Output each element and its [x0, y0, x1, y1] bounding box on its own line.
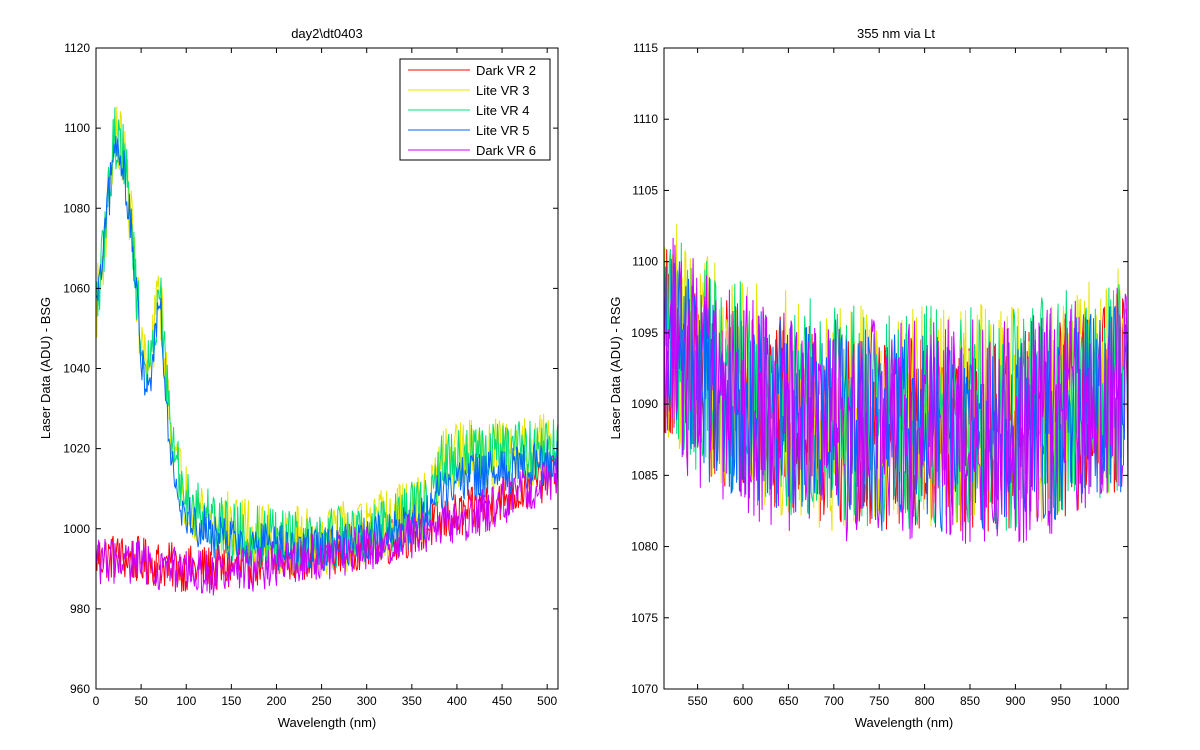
x-tick-label: 350: [402, 694, 422, 708]
legend-entry: Dark VR 6: [476, 143, 536, 158]
left-x-axis-label: Wavelength (nm): [278, 715, 377, 730]
legend-entry: Dark VR 2: [476, 63, 536, 78]
x-tick-label: 200: [266, 694, 286, 708]
right-x-axis: 550 600 650 700 750 800 850 900 950 1000: [688, 48, 1120, 708]
right-chart: 550 600 650 700 750 800 850 900 950 1000 1070 1075…: [608, 26, 1129, 730]
right-plot-frame: [663, 47, 1129, 690]
x-tick-label: 100: [176, 694, 196, 708]
x-tick-label: 550: [688, 694, 708, 708]
left-y-axis: 960 980 1000 1020 1040 1060 1080 1100 1120: [63, 41, 558, 696]
y-tick-label: 980: [70, 602, 90, 616]
x-tick-label: 450: [492, 694, 512, 708]
right-chart-series: [663, 223, 1129, 544]
x-tick-label: 250: [312, 694, 332, 708]
right-y-axis: 1070 1075 1080 1085 1090 1095 1100 1105 1110 1115: [631, 41, 1128, 696]
series-line: [95, 107, 559, 573]
x-tick-label: 50: [134, 694, 148, 708]
y-tick-label: 1120: [64, 41, 90, 55]
legend-entry: Lite VR 3: [476, 83, 529, 98]
x-tick-label: 500: [537, 694, 557, 708]
x-tick-label: 600: [733, 694, 753, 708]
x-tick-label: 400: [447, 694, 467, 708]
x-tick-label: 1000: [1093, 694, 1120, 708]
left-chart: 0 50 100 150 200 250 300 350 400 450 500 960 980 100…: [38, 26, 559, 730]
x-tick-label: 0: [93, 694, 100, 708]
y-tick-label: 1040: [63, 362, 90, 376]
left-y-axis-label: Laser Data (ADU) - BSG: [38, 297, 53, 439]
x-tick-label: 900: [1005, 694, 1025, 708]
x-tick-label: 700: [824, 694, 844, 708]
x-tick-label: 150: [221, 694, 241, 708]
y-tick-label: 1000: [63, 522, 90, 536]
y-tick-label: 1115: [633, 41, 658, 55]
right-chart-title: 355 nm via Lt: [857, 26, 935, 41]
y-tick-label: 1095: [631, 326, 658, 340]
x-tick-label: 850: [960, 694, 980, 708]
y-tick-label: 960: [70, 682, 90, 696]
y-tick-label: 1100: [64, 121, 90, 135]
y-tick-label: 1080: [631, 540, 658, 554]
series-line: [95, 136, 559, 573]
y-tick-label: 1100: [632, 255, 658, 269]
legend-entry: Lite VR 5: [476, 123, 529, 138]
legend: Dark VR 2 Lite VR 3 Lite VR 4 Lite VR 5 Dark…: [399, 58, 551, 161]
left-x-axis: 0 50 100 150 200 250 300 350 400 450 500: [93, 48, 558, 708]
x-tick-label: 750: [869, 694, 889, 708]
x-tick-label: 800: [915, 694, 935, 708]
left-chart-title: day2\dt0403: [291, 26, 363, 41]
series-line: [663, 237, 1129, 544]
right-y-axis-label: Laser Data (ADU) - RSG: [608, 296, 623, 439]
y-tick-label: 1080: [63, 201, 90, 215]
y-tick-label: 1105: [632, 183, 658, 197]
y-tick-label: 1060: [63, 281, 90, 295]
y-tick-label: 1020: [63, 442, 90, 456]
left-chart-series: [95, 106, 559, 596]
legend-entry: Lite VR 4: [476, 103, 529, 118]
x-tick-label: 650: [778, 694, 798, 708]
series-line: [95, 454, 559, 596]
y-tick-label: 1075: [631, 611, 658, 625]
y-tick-label: 1110: [633, 112, 658, 126]
y-tick-label: 1085: [631, 468, 658, 482]
x-tick-label: 950: [1051, 694, 1071, 708]
y-tick-label: 1070: [631, 682, 658, 696]
y-tick-label: 1090: [631, 397, 658, 411]
right-x-axis-label: Wavelength (nm): [855, 715, 954, 730]
x-tick-label: 300: [357, 694, 377, 708]
